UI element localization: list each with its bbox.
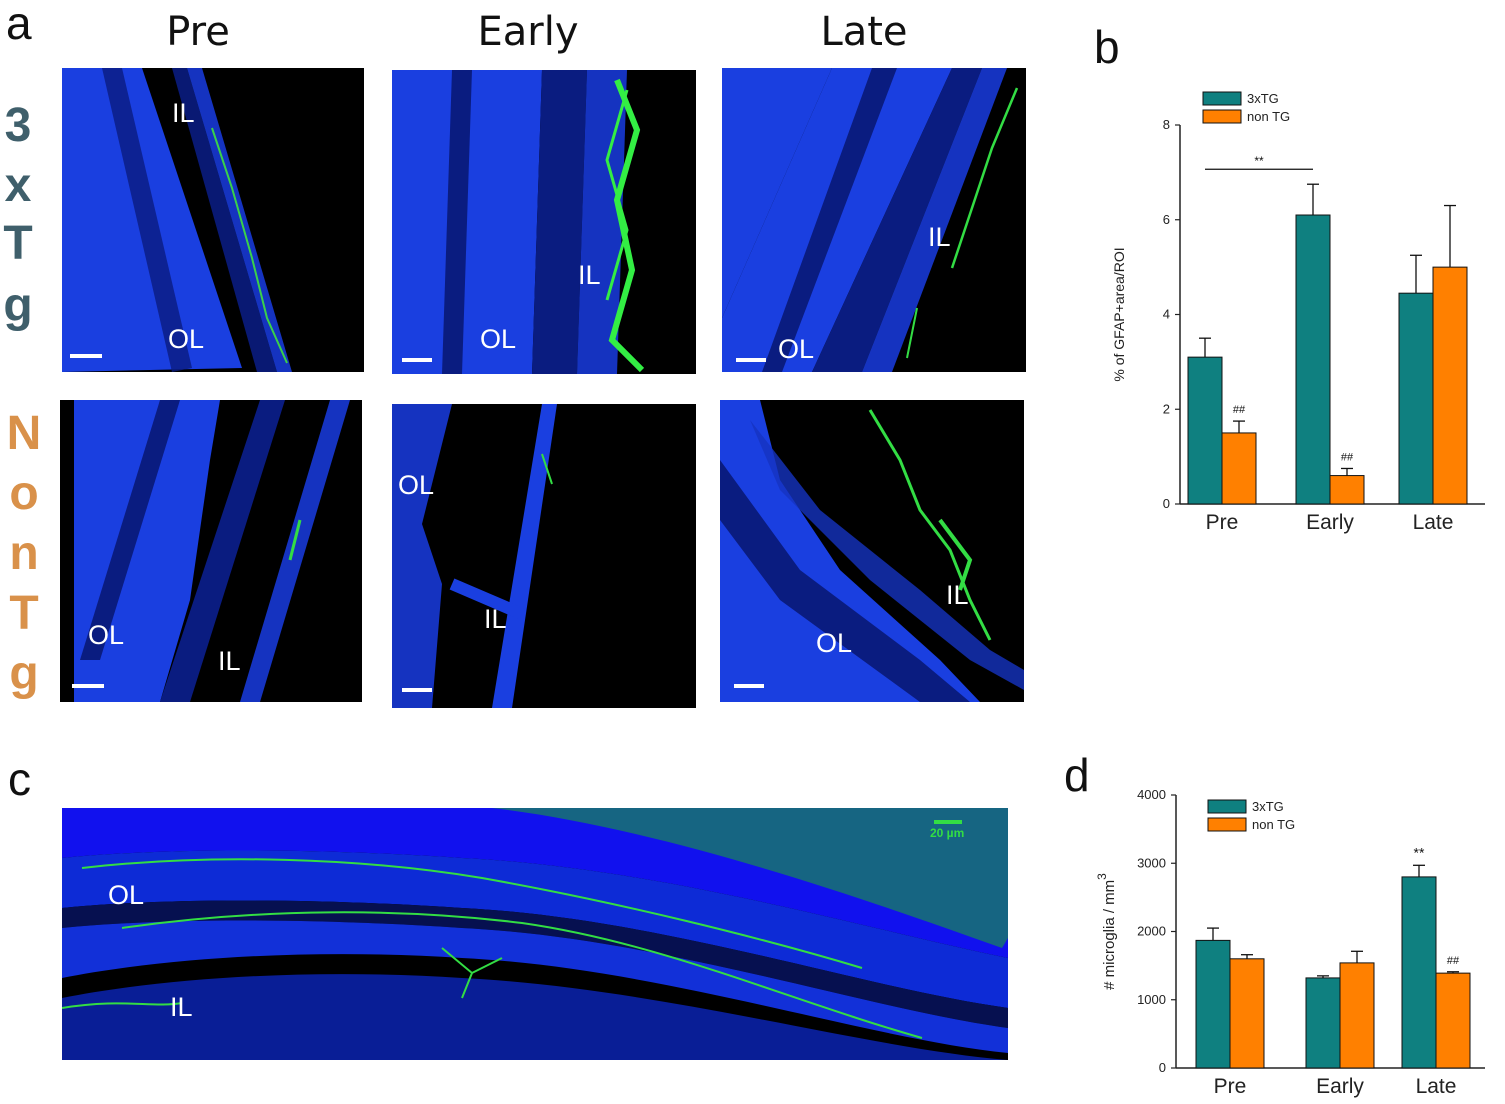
row-letter: 3	[4, 99, 32, 152]
legend-swatch	[1202, 109, 1242, 124]
legend-swatch	[1207, 817, 1247, 832]
y-tick-label: 2000	[1137, 924, 1166, 939]
y-tick-label: 4000	[1137, 787, 1166, 802]
column-title-late: Late	[820, 9, 908, 55]
panel-letter-a: a	[6, 0, 32, 49]
bar	[1305, 977, 1341, 1069]
y-tick-label: 1000	[1137, 992, 1166, 1007]
panel-letter-c: c	[8, 753, 31, 805]
tile-label: IL	[218, 646, 241, 676]
y-tick-label: 3000	[1137, 855, 1166, 870]
micrograph-panel-c: OL IL 20 µm	[62, 808, 1008, 1060]
bar	[1339, 962, 1375, 1069]
row-letter: g	[3, 279, 33, 332]
y-axis-label: % of GFAP+area/ROI	[1111, 247, 1127, 381]
tile-label: OL	[816, 628, 853, 658]
legend-label: 3xTG	[1247, 91, 1279, 106]
bar	[1398, 292, 1434, 505]
x-tick-label: Pre	[1206, 511, 1239, 534]
row-letter: T	[9, 587, 39, 640]
micrograph-nontg-pre: OL IL	[60, 400, 362, 702]
tile-label: OL	[88, 620, 125, 650]
micrograph-nontg-early: OL IL	[392, 404, 696, 708]
x-tick-label: Early	[1306, 511, 1354, 534]
scale-bar	[402, 688, 432, 692]
legend-swatch	[1202, 91, 1242, 106]
bar	[1401, 876, 1437, 1069]
legend-label: non TG	[1247, 109, 1290, 124]
row-letter: g	[9, 647, 39, 700]
bar-chart-gfap: 0 2 4 6 8 % of GFAP+area/ROI Pre Early Late 3xTG n…	[1111, 91, 1485, 534]
bar	[1435, 972, 1471, 1069]
tile-label: IL	[172, 98, 195, 128]
x-tick-label: Pre	[1214, 1075, 1247, 1098]
micrograph-3xtg-pre: IL OL	[62, 68, 364, 372]
column-title-early: Early	[477, 9, 579, 55]
legend-label: 3xTG	[1252, 799, 1284, 814]
y-tick-label: 6	[1163, 212, 1170, 227]
column-title-pre: Pre	[166, 9, 230, 55]
y-axis-label: # microglia / mm3	[1095, 873, 1118, 990]
tile-label: IL	[484, 604, 507, 634]
legend-label: non TG	[1252, 817, 1295, 832]
tile-label: OL	[398, 470, 435, 500]
scale-bar	[736, 358, 766, 362]
tile-label: IL	[928, 222, 951, 252]
tile-label: OL	[108, 880, 145, 910]
x-tick-label: Early	[1316, 1075, 1364, 1098]
row-letter: o	[9, 467, 39, 520]
row-letter: T	[3, 217, 33, 270]
bar	[1329, 475, 1365, 505]
tile-label: IL	[170, 992, 193, 1022]
scale-bar-label: 20 µm	[930, 826, 965, 840]
y-tick-label: 0	[1163, 496, 1170, 511]
row-letter: N	[6, 407, 42, 460]
row-letter: n	[9, 527, 39, 580]
panel-letter-d: d	[1064, 749, 1090, 801]
scale-bar	[402, 358, 432, 362]
tile-label: OL	[480, 324, 517, 354]
bar	[1295, 214, 1331, 505]
row-letter: x	[4, 159, 32, 212]
y-axis-label-superscript: 3	[1095, 873, 1109, 880]
micrograph-nontg-late: IL OL	[720, 400, 1024, 702]
scale-bar	[72, 684, 104, 688]
tile-label: OL	[168, 324, 205, 354]
significance-marker: **	[1414, 844, 1425, 860]
bar	[1432, 266, 1468, 505]
scale-bar	[734, 684, 764, 688]
bar	[1195, 939, 1231, 1069]
legend-swatch	[1207, 799, 1247, 814]
bar	[1221, 432, 1257, 505]
y-tick-label: 0	[1159, 1060, 1166, 1075]
tile-label: IL	[578, 260, 601, 290]
significance-marker: ##	[1341, 451, 1354, 463]
scale-bar	[70, 354, 102, 358]
significance-marker: ##	[1233, 404, 1246, 416]
x-tick-label: Late	[1413, 511, 1454, 534]
scale-bar	[934, 820, 962, 824]
significance-marker: **	[1254, 154, 1264, 168]
micrograph-3xtg-early: IL OL	[392, 70, 696, 374]
bar	[1229, 958, 1265, 1069]
y-tick-label: 8	[1163, 117, 1170, 132]
panel-letter-b: b	[1094, 21, 1120, 73]
significance-marker: ##	[1447, 955, 1460, 967]
x-tick-label: Late	[1416, 1075, 1457, 1098]
bar	[1187, 356, 1223, 505]
micrograph-3xtg-late: IL OL	[722, 68, 1026, 372]
tile-label: OL	[778, 334, 815, 364]
tile-label: IL	[946, 580, 969, 610]
y-tick-label: 2	[1163, 401, 1170, 416]
bar-chart-microglia: 0 1000 2000 3000 4000 # microglia / mm3 Pre Ear…	[1095, 787, 1485, 1098]
y-tick-label: 4	[1163, 307, 1170, 322]
